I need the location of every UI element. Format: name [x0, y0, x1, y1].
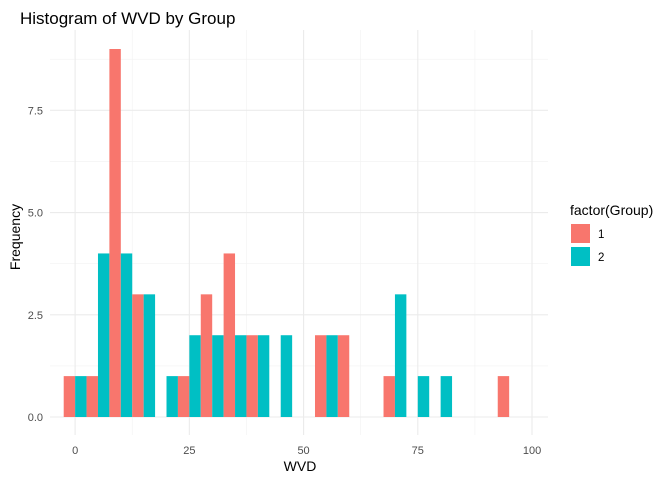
- histogram-bar: [314, 335, 327, 417]
- histogram-bar: [394, 294, 407, 417]
- histogram-bar: [75, 376, 87, 417]
- histogram-bar: [86, 376, 98, 417]
- histogram-bar: [235, 335, 247, 417]
- chart-title: Histogram of WVD by Group: [20, 9, 235, 28]
- x-axis-ticks: 0 25 50 75 100: [72, 445, 541, 457]
- histogram-bar: [326, 335, 338, 417]
- histogram-bar: [440, 376, 453, 417]
- histogram-bar: [200, 294, 213, 417]
- histogram-bar: [177, 376, 190, 417]
- histogram-bar: [246, 335, 258, 417]
- histogram-bar: [143, 294, 156, 417]
- histogram-bar: [63, 376, 76, 417]
- legend-title: factor(Group): [570, 202, 653, 218]
- y-axis-ticks: 0.0 2.5 5.0 7.5: [28, 105, 43, 424]
- histogram-bar: [109, 49, 121, 417]
- y-axis-title: Frequency: [7, 204, 23, 270]
- histogram-bar: [212, 335, 224, 417]
- legend-label-2: 2: [598, 252, 604, 264]
- x-tick-label: 50: [297, 445, 309, 457]
- x-tick-label: 25: [183, 445, 195, 457]
- plot-gridlines: [50, 30, 548, 435]
- y-tick-label: 7.5: [28, 105, 43, 117]
- histogram-bar: [257, 335, 270, 417]
- x-tick-label: 100: [523, 445, 541, 457]
- histogram-bar: [337, 335, 350, 417]
- histogram-bar: [97, 253, 110, 417]
- y-tick-label: 2.5: [28, 310, 43, 322]
- histogram-bar: [280, 335, 293, 417]
- x-tick-label: 75: [412, 445, 424, 457]
- y-tick-label: 5.0: [28, 208, 43, 220]
- legend-label-1: 1: [598, 229, 604, 241]
- histogram-bar: [120, 253, 133, 417]
- legend-key-1: [571, 224, 590, 243]
- histogram-bar: [497, 376, 510, 417]
- x-tick-label: 0: [72, 445, 78, 457]
- histogram-bar: [132, 294, 144, 417]
- histogram-bar: [223, 253, 236, 417]
- plot-bars: [63, 49, 510, 417]
- histogram-bar: [166, 376, 178, 417]
- y-tick-label: 0.0: [28, 412, 43, 424]
- histogram-bar: [417, 376, 430, 417]
- legend: factor(Group) 1 2: [570, 202, 653, 266]
- histogram-bar: [189, 335, 201, 417]
- histogram-bar: [383, 376, 395, 417]
- legend-key-2: [571, 247, 590, 266]
- x-axis-title: WVD: [284, 458, 317, 474]
